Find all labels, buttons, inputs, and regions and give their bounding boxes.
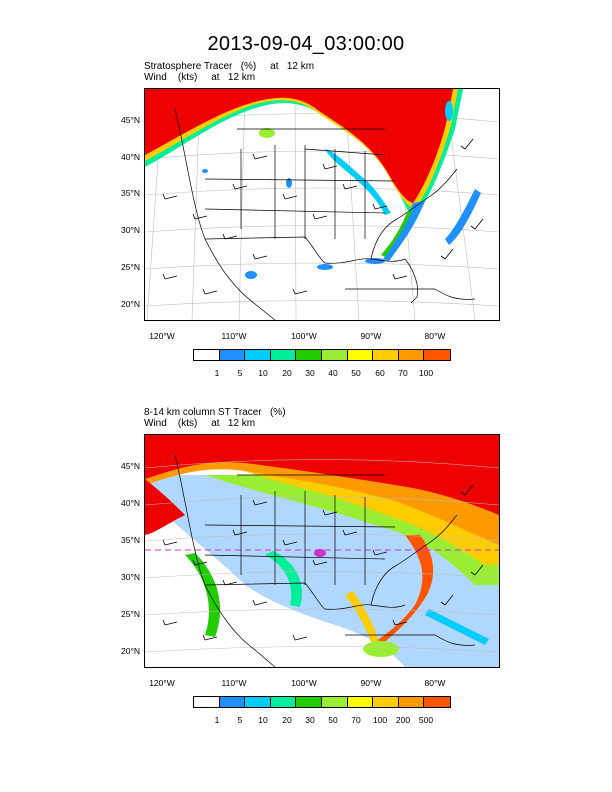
colorbar-box — [424, 697, 450, 707]
panel2-colorbar-label: 200 — [395, 715, 411, 725]
panel2-lon-label: 90°W — [360, 678, 382, 688]
panel1-lat-label: 45°N — [121, 115, 140, 125]
panel1-colorbar-label: 5 — [237, 368, 243, 378]
colorbar-box — [245, 697, 271, 707]
panel2-colorbar-label: 30 — [305, 715, 315, 725]
panel2-colorbar-label: 10 — [258, 715, 268, 725]
panel2-wind-barbs — [162, 484, 484, 641]
panel1-lon-label: 120°W — [149, 331, 175, 341]
panel1-lat-label: 35°N — [121, 188, 140, 198]
panel1-subtitle-wind: Wind (kts) at 12 km — [144, 72, 256, 83]
panel1-lat-label: 40°N — [121, 152, 140, 162]
colorbar-box — [398, 350, 425, 360]
panel2-lon-label: 100°W — [291, 678, 317, 688]
panel1-colorbar-label: 40 — [328, 368, 338, 378]
panel1-colorbar-label: 60 — [375, 368, 385, 378]
panel1-tracer-field — [145, 89, 481, 279]
panel2-lat-label: 25°N — [121, 609, 140, 619]
panel1-colorbar-label: 10 — [258, 368, 268, 378]
panel1-colorbar-label: 100 — [418, 368, 434, 378]
colorbar-box — [194, 697, 220, 707]
panel1-lat-label: 30°N — [121, 225, 140, 235]
panel2-boundaries — [174, 454, 476, 667]
panel2-map — [144, 434, 500, 668]
colorbar-box — [347, 697, 374, 707]
panel2-lon-label: 120°W — [149, 678, 175, 688]
panel1-colorbar-label: 1 — [214, 368, 220, 378]
panel2-colorbar-label: 70 — [351, 715, 361, 725]
panel2-colorbar-label: 100 — [372, 715, 388, 725]
panel1-colorbar-label: 70 — [398, 368, 408, 378]
panel1-subtitle-tracer: Stratosphere Tracer (%) at 12 km — [144, 61, 315, 72]
colorbar-box — [219, 697, 246, 707]
panel1-lon-label: 110°W — [221, 331, 247, 341]
panel2-lon-label: 110°W — [221, 678, 247, 688]
panel1-lon-label: 80°W — [424, 331, 446, 341]
panel1-wind-barbs — [162, 138, 484, 295]
panel2-subtitle-tracer: 8-14 km column ST Tracer (%) — [144, 407, 286, 418]
panel2-lat-label: 30°N — [121, 572, 140, 582]
plot-title: 2013-09-04_03:00:00 — [207, 33, 405, 55]
colorbar-box — [373, 350, 399, 360]
colorbar-box — [373, 697, 399, 707]
panel2-colorbar — [193, 696, 451, 708]
colorbar-box — [424, 350, 450, 360]
colorbar-box — [194, 350, 220, 360]
panel1-lat-label: 20°N — [121, 299, 140, 309]
panel1-boundaries — [174, 108, 476, 320]
panel1-colorbar-label: 30 — [305, 368, 315, 378]
colorbar-box — [296, 350, 322, 360]
panel2-lat-label: 45°N — [121, 461, 140, 471]
panel1-colorbar-label: 50 — [351, 368, 361, 378]
panel2-colorbar-label: 5 — [237, 715, 243, 725]
panel2-tracer-field — [145, 435, 499, 667]
panel2-subtitle-wind: Wind (kts) at 12 km — [144, 418, 256, 429]
panel1-lon-label: 100°W — [291, 331, 317, 341]
panel1-colorbar — [193, 349, 451, 361]
panel2-graticule — [145, 459, 499, 653]
colorbar-box — [270, 697, 297, 707]
panel1-map — [144, 88, 500, 321]
panel2-colorbar-label: 500 — [418, 715, 434, 725]
panel2-map-canvas — [145, 435, 499, 667]
colorbar-box — [347, 350, 374, 360]
colorbar-box — [296, 697, 322, 707]
colorbar-box — [321, 697, 348, 707]
panel1-lat-label: 25°N — [121, 262, 140, 272]
panel2-lat-label: 40°N — [121, 498, 140, 508]
panel2-colorbar-label: 1 — [214, 715, 220, 725]
colorbar-box — [219, 350, 246, 360]
colorbar-box — [270, 350, 297, 360]
panel2-lat-label: 20°N — [121, 646, 140, 656]
panel2-colorbar-label: 50 — [328, 715, 338, 725]
panel1-lon-label: 90°W — [360, 331, 382, 341]
panel2-lon-label: 80°W — [424, 678, 446, 688]
panel1-map-canvas — [145, 89, 499, 320]
panel2-colorbar-label: 20 — [282, 715, 292, 725]
colorbar-box — [245, 350, 271, 360]
panel2-lat-label: 35°N — [121, 535, 140, 545]
panel1-colorbar-label: 20 — [282, 368, 292, 378]
colorbar-box — [398, 697, 425, 707]
colorbar-box — [321, 350, 348, 360]
